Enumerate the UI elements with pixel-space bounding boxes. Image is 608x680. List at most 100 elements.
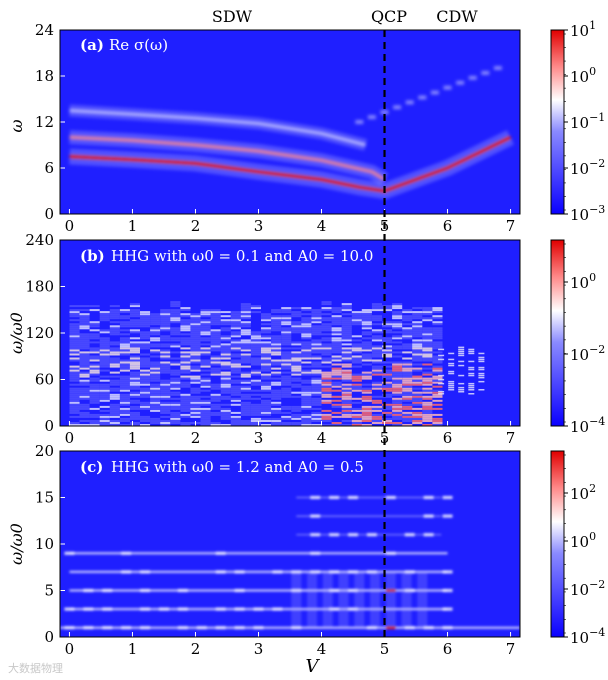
harmonic-cell [432, 417, 443, 420]
harmonic-cell [331, 367, 342, 370]
harmonic-cell [261, 331, 272, 334]
harmonic-cell [140, 333, 151, 336]
harmonic-cell [311, 424, 322, 426]
harmonic-cell [69, 375, 80, 378]
harmonic-cell [432, 309, 443, 312]
harmonic-cell [361, 325, 372, 328]
harmonic-cell [240, 424, 251, 426]
harmonic-cell [311, 325, 322, 328]
harmonic-cell [160, 351, 171, 354]
harmonic-cell [291, 341, 302, 344]
harmonic-cell [129, 347, 140, 350]
harmonic-cell [180, 347, 191, 350]
harmonic-cell [392, 401, 403, 404]
harmonic-cell [371, 339, 382, 342]
harmonic-cell [240, 325, 251, 328]
harmonic-cell [119, 337, 130, 340]
harmonic-cell [301, 403, 312, 406]
harmonic-cell [382, 325, 393, 328]
harmonic-cell [281, 355, 292, 358]
harmonic-cell [240, 365, 251, 368]
harmonic-cell [140, 403, 151, 406]
harmonic-cell [150, 367, 161, 370]
harmonic-cell [351, 385, 362, 388]
harmonic-cell [210, 399, 221, 402]
qcp-smear [338, 571, 349, 628]
x-tick-label: 0 [65, 217, 75, 235]
harmonic-cell [392, 377, 403, 380]
harmonic-spot [272, 570, 283, 574]
harmonic-cell [240, 311, 251, 314]
qcp-smear [322, 571, 333, 628]
harmonic-cell [129, 331, 140, 334]
harmonic-cell [281, 351, 292, 354]
harmonic-cell [109, 363, 120, 366]
harmonic-cell [210, 385, 221, 388]
harmonic-cell [331, 415, 342, 418]
harmonic-cell [311, 321, 322, 324]
harmonic-cell [271, 353, 282, 356]
harmonic-cell [220, 355, 231, 358]
harmonic-cell [240, 395, 251, 398]
harmonic-cell [281, 365, 292, 368]
harmonic-cell [140, 373, 151, 376]
harmonic-cell [351, 397, 362, 400]
harmonic-cell [402, 405, 413, 408]
harmonic-cell [371, 387, 382, 390]
y-tick-label: 0 [44, 417, 54, 435]
harmonic-cell [119, 395, 130, 398]
harmonic-cell [311, 355, 322, 358]
harmonic-cell [89, 333, 100, 336]
harmonic-cell [291, 361, 302, 364]
harmonic-cell [382, 389, 393, 392]
harmonic-cell [200, 359, 211, 362]
harmonic-cell [291, 325, 302, 328]
harmonic-cell [200, 395, 211, 398]
harmonic-cell [160, 357, 171, 360]
harmonic-cell [200, 407, 211, 410]
harmonic-cell [271, 341, 282, 344]
harmonic-cell [432, 424, 443, 426]
harmonic-cell [311, 339, 322, 342]
harmonic-cell [281, 323, 292, 326]
harmonic-cell [422, 335, 433, 338]
harmonic-cell [190, 411, 201, 414]
harmonic-cell [109, 349, 120, 352]
harmonic-cell [382, 337, 393, 340]
harmonic-cell [220, 381, 231, 384]
harmonic-cell [331, 323, 342, 326]
panel-a-title: Re σ(ω) [109, 36, 168, 54]
harmonic-cell [190, 327, 201, 330]
harmonic-cell [140, 357, 151, 360]
harmonic-cell [261, 317, 272, 320]
harmonic-cell [79, 405, 90, 408]
harmonic-cell [240, 309, 251, 312]
harmonic-cell [190, 365, 201, 368]
harmonic-cell [392, 397, 403, 400]
harmonic-cell [311, 319, 322, 322]
harmonic-cell [79, 357, 90, 360]
harmonic-cell [119, 365, 130, 368]
harmonic-cell [422, 329, 433, 332]
harmonic-cell [291, 311, 302, 314]
harmonic-spot [64, 551, 75, 555]
harmonic-cell [261, 327, 272, 330]
harmonic-cell [402, 365, 413, 368]
harmonic-cell [422, 307, 433, 310]
harmonic-spot [404, 533, 415, 537]
harmonic-cell [230, 363, 241, 366]
harmonic-cell [432, 335, 443, 338]
harmonic-cell [422, 383, 433, 386]
harmonic-cell [99, 311, 110, 314]
harmonic-cell [119, 413, 130, 416]
harmonic-cell [301, 321, 312, 324]
harmonic-cell [341, 424, 352, 426]
harmonic-cell [250, 407, 261, 410]
harmonic-cell [119, 387, 130, 390]
harmonic-cell [220, 363, 231, 366]
harmonic-cell [170, 315, 181, 318]
harmonic-cell [402, 389, 413, 392]
harmonic-cell [220, 353, 231, 356]
harmonic-cell [89, 422, 100, 424]
harmonic-cell [99, 353, 110, 356]
